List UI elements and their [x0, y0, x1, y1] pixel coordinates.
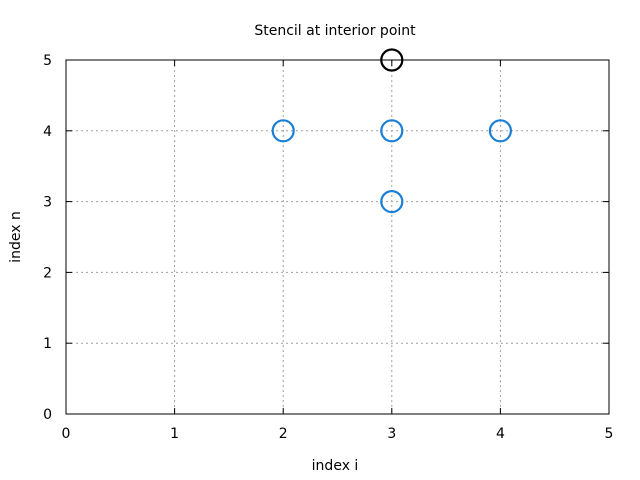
- axis-ticks: [65, 59, 610, 415]
- plot-frame: [65, 59, 610, 415]
- chart-title: Stencil at interior point: [254, 23, 416, 39]
- y-tick-label: 2: [43, 265, 52, 281]
- x-tick-labels: 0 1 2 3 4 5: [62, 426, 614, 442]
- x-tick-label: 3: [387, 426, 396, 442]
- data-point-series-0: [488, 119, 512, 143]
- x-tick-label: 1: [170, 426, 179, 442]
- y-tick-label: 1: [43, 336, 52, 352]
- x-tick-label: 0: [62, 426, 71, 442]
- x-tick-label: 4: [496, 426, 505, 442]
- x-axis-label: index i: [312, 458, 359, 474]
- data-points: [271, 48, 512, 214]
- x-tick-label: 5: [605, 426, 614, 442]
- x-tick-label: 2: [279, 426, 288, 442]
- data-point-series-0: [380, 119, 404, 143]
- y-tick-label: 0: [43, 407, 52, 423]
- y-tick-label: 3: [43, 195, 52, 211]
- data-point-series-1: [380, 48, 404, 72]
- y-tick-labels: 0 1 2 3 4 5: [43, 53, 52, 423]
- grid: [65, 59, 610, 415]
- data-point-series-0: [380, 190, 404, 214]
- y-tick-label: 4: [43, 124, 52, 140]
- y-tick-label: 5: [43, 53, 52, 69]
- data-point-series-0: [271, 119, 295, 143]
- y-axis-label: index n: [8, 211, 24, 263]
